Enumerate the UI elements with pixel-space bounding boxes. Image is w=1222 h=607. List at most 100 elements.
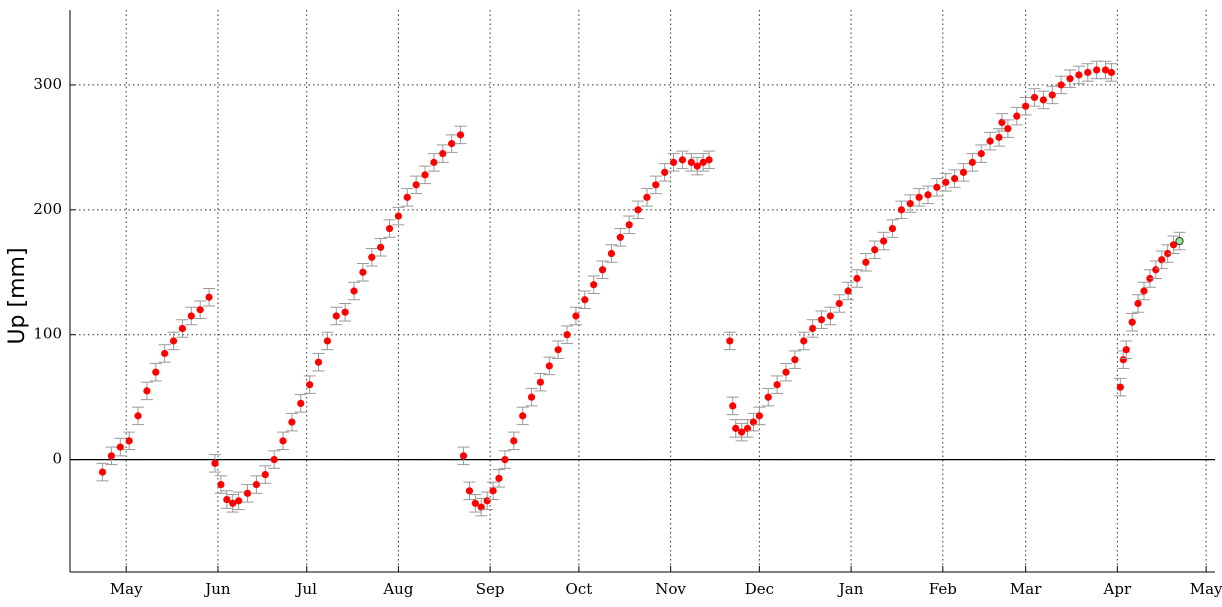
point xyxy=(116,443,124,451)
y-tick-label: 200 xyxy=(33,200,62,218)
point xyxy=(749,418,758,426)
point xyxy=(229,499,237,507)
point xyxy=(205,293,213,301)
point xyxy=(959,168,968,176)
point xyxy=(394,212,403,220)
point xyxy=(297,399,305,407)
point xyxy=(598,266,607,274)
point xyxy=(217,480,225,489)
point xyxy=(924,191,932,199)
point xyxy=(687,158,695,166)
point xyxy=(279,437,287,445)
point xyxy=(773,381,781,389)
point xyxy=(288,418,296,426)
point xyxy=(643,193,651,201)
point xyxy=(134,412,142,420)
point xyxy=(726,337,734,345)
point xyxy=(519,412,527,420)
x-tick-label: Jan xyxy=(837,580,864,598)
x-tick-label: Jul xyxy=(294,580,317,598)
point xyxy=(270,456,278,464)
x-tick-label: May xyxy=(110,580,143,598)
x-tick-label: Sep xyxy=(476,580,505,598)
point xyxy=(306,381,314,389)
point xyxy=(187,312,195,320)
point xyxy=(800,337,808,345)
point xyxy=(652,181,660,189)
point xyxy=(1101,66,1110,74)
y-tick-label: 0 xyxy=(52,450,62,468)
point xyxy=(359,268,367,276)
point xyxy=(495,474,503,482)
point xyxy=(764,393,772,401)
point xyxy=(377,243,385,251)
point xyxy=(835,299,843,308)
point xyxy=(252,480,260,489)
point xyxy=(782,368,790,376)
y-axis-label: Up [mm] xyxy=(5,247,30,344)
point xyxy=(421,171,429,179)
point xyxy=(169,337,178,345)
point xyxy=(1075,71,1083,79)
point xyxy=(844,287,852,295)
x-tick-label: Mar xyxy=(1010,580,1042,598)
point xyxy=(826,312,834,320)
point xyxy=(590,281,598,289)
point xyxy=(465,487,474,495)
point xyxy=(616,233,624,241)
x-tick-label: May xyxy=(1190,580,1222,598)
point xyxy=(678,156,687,164)
x-tick-label: Aug xyxy=(382,580,413,598)
point xyxy=(729,402,737,410)
point xyxy=(862,258,870,266)
point xyxy=(1004,125,1012,133)
point xyxy=(625,221,633,229)
point xyxy=(323,337,332,345)
point xyxy=(1057,81,1065,89)
point xyxy=(350,287,358,295)
point xyxy=(456,131,465,139)
point xyxy=(439,150,447,158)
point xyxy=(1152,266,1160,274)
point xyxy=(705,156,713,164)
point xyxy=(1107,68,1116,77)
point xyxy=(817,316,826,324)
point xyxy=(1022,102,1030,110)
x-tick-label: Nov xyxy=(655,580,686,598)
point xyxy=(1084,68,1092,77)
point xyxy=(1134,299,1142,308)
point xyxy=(977,150,985,158)
point xyxy=(1048,91,1056,99)
point xyxy=(968,158,976,166)
point xyxy=(1030,93,1039,102)
point xyxy=(699,158,707,166)
point xyxy=(459,452,468,460)
point xyxy=(471,499,479,507)
point xyxy=(755,412,763,420)
x-tick-label: Dec xyxy=(745,580,774,598)
point xyxy=(412,181,420,189)
point xyxy=(1122,346,1130,354)
point xyxy=(211,459,219,467)
point xyxy=(809,324,817,333)
point xyxy=(791,356,799,364)
point xyxy=(545,362,553,370)
point xyxy=(634,206,642,214)
point xyxy=(152,368,160,376)
point xyxy=(98,468,107,476)
point xyxy=(1169,241,1178,249)
point xyxy=(235,497,243,505)
point xyxy=(527,393,536,401)
point xyxy=(501,456,509,464)
point xyxy=(942,178,950,186)
point xyxy=(1128,318,1136,326)
y-tick-label: 100 xyxy=(33,325,62,343)
point xyxy=(998,118,1006,126)
point xyxy=(477,503,485,511)
point xyxy=(743,424,752,432)
point xyxy=(178,324,187,333)
point xyxy=(161,349,169,358)
point xyxy=(448,140,456,148)
point xyxy=(853,274,861,283)
point xyxy=(314,358,323,366)
